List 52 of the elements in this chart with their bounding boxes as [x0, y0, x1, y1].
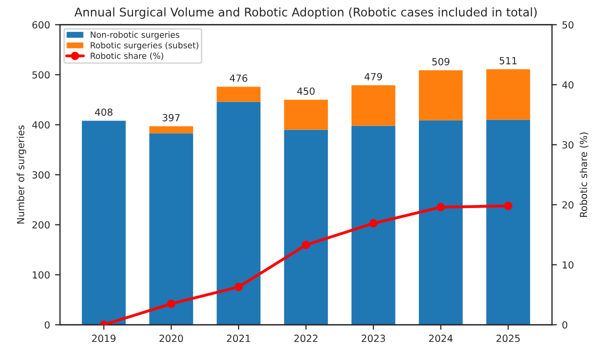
bar — [418, 120, 463, 325]
point — [167, 300, 176, 308]
bar — [149, 133, 194, 325]
y-axis-title: Number of surgeries — [16, 125, 26, 224]
bar — [149, 126, 194, 134]
y2-tick-label: 10 — [562, 261, 574, 269]
y-tick-label: 500 — [32, 71, 50, 79]
bar — [284, 130, 328, 325]
legend-label: Robotic share (%) — [90, 52, 164, 60]
total-label: 397 — [162, 114, 180, 122]
bar — [351, 126, 396, 325]
legend-label: Non-robotic surgeries — [90, 31, 180, 40]
x-tick-label: 2022 — [294, 334, 318, 342]
x-tick-label: 2020 — [160, 334, 183, 342]
point — [436, 202, 445, 212]
y-tick-label: 600 — [32, 21, 50, 29]
total-label: 450 — [297, 87, 315, 95]
x-tick-label: 2023 — [362, 334, 385, 342]
y-tick-label: 300 — [32, 171, 50, 179]
x-tick-label: 2019 — [92, 334, 116, 342]
total-label: 476 — [230, 74, 248, 82]
total-label: 511 — [500, 57, 517, 64]
bar — [82, 120, 126, 325]
y-tick-label: 200 — [32, 221, 50, 229]
y2-tick-label: 40 — [562, 81, 574, 89]
y2-tick-label: 0 — [562, 321, 568, 329]
bar — [418, 70, 463, 120]
total-label: 408 — [95, 108, 112, 116]
legend-label: Robotic surgeries (subset) — [90, 42, 198, 50]
y-tick-label: 0 — [44, 321, 50, 329]
point — [302, 240, 310, 250]
y2-tick-label: 30 — [562, 141, 574, 149]
total-label: 479 — [364, 72, 382, 80]
y2-axis-title: Robotic share (%) — [580, 132, 588, 217]
bar — [486, 69, 530, 120]
point — [504, 202, 512, 210]
point — [369, 219, 378, 228]
x-tick-label: 2025 — [496, 334, 520, 342]
bar — [284, 100, 328, 130]
total-label: 509 — [432, 58, 450, 66]
x-tick-label: 2024 — [429, 334, 453, 342]
bar — [351, 85, 396, 126]
chart-title: Annual Surgical Volume and Robotic Adoption (Robotic cases included in total) — [74, 7, 537, 19]
bar — [216, 86, 261, 102]
bar — [216, 102, 261, 325]
x-tick-label: 2021 — [226, 334, 250, 342]
point — [234, 282, 243, 292]
y2-tick-label: 20 — [562, 201, 574, 209]
y2-tick-label: 50 — [562, 21, 574, 29]
y-tick-label: 100 — [32, 271, 50, 279]
bar — [486, 120, 530, 325]
y-tick-label: 400 — [32, 121, 50, 129]
